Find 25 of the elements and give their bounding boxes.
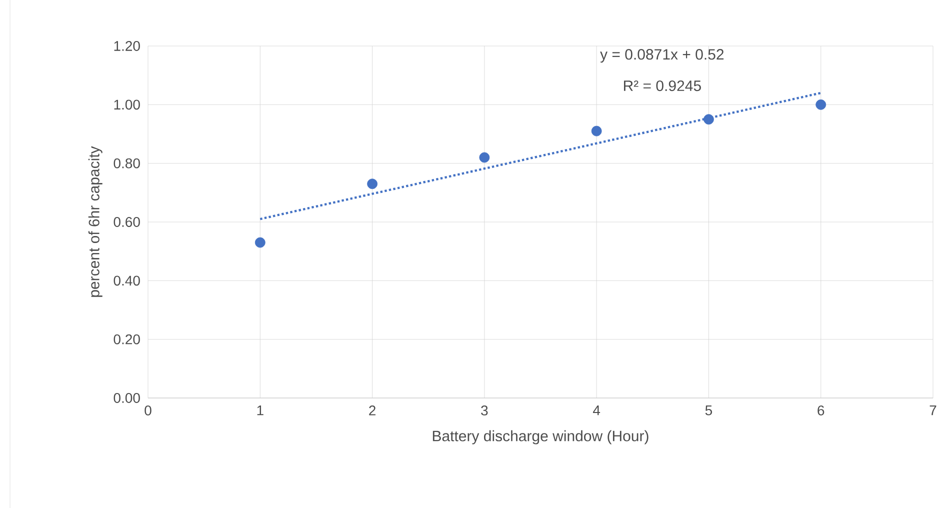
y-axis-title: percent of 6hr capacity [88,146,102,297]
x-tick-label: 1 [257,406,264,416]
y-tick-label: 0.20 [114,334,140,344]
point [367,178,378,190]
y-tick-label: 0.40 [114,276,140,286]
x-axis-title: Battery discharge window (Hour) [432,430,648,444]
x-tick-label: 6 [818,406,824,416]
x-tick-label: 3 [481,406,488,416]
y-tick-label: 0.60 [114,217,140,227]
x-tick-label: 2 [369,406,376,416]
y-tick-label: 1.20 [114,41,140,51]
annotation: R² = 0.9245 [624,80,701,92]
x-tick-label: 0 [144,406,152,416]
y-tick-label: 0.80 [114,158,140,168]
point [479,152,490,163]
y-tick-label: 0.00 [114,393,140,403]
point [591,126,602,136]
point [816,99,826,110]
x-tick-label: 5 [705,406,712,416]
point [704,114,714,125]
x-tick-label: 7 [930,406,936,416]
point [254,237,266,248]
annotation: y = 0.0871x + 0.52 [600,49,724,63]
x-tick-label: 4 [592,406,600,416]
y-tick-label: 1.00 [114,100,140,110]
